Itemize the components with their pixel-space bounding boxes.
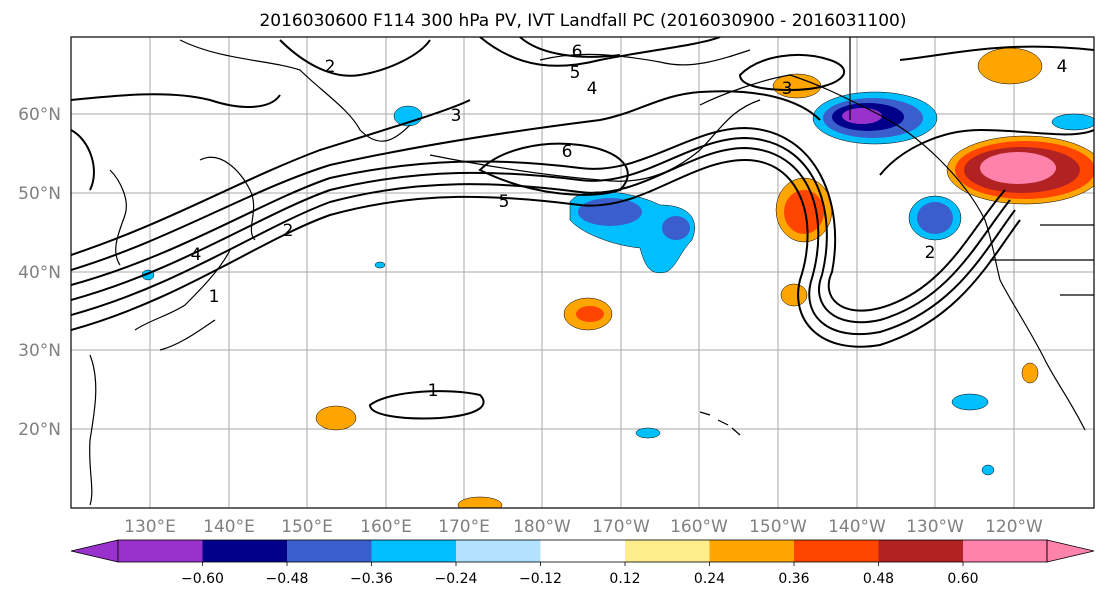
colorbar-tick-label: −0.12 [519, 571, 562, 587]
colorbar-segment [709, 540, 794, 562]
contour-labels: 6 5 4 3 6 5 4 2 1 2 1 3 2 4 [191, 42, 1068, 401]
contour-label: 1 [209, 287, 220, 307]
contour-label: 5 [570, 63, 581, 83]
lat-tick-label: 20°N [18, 420, 61, 440]
ivt-anomaly-fills [141, 47, 1094, 508]
colorbar-tick-label: −0.48 [266, 571, 309, 587]
contour-label: 4 [1057, 57, 1068, 77]
contour-label: 4 [587, 79, 598, 99]
colorbar: −0.60 −0.48 −0.36 −0.24 −0.12 0.12 0.24 … [70, 539, 1095, 587]
longitude-labels: 130°E 140°E 150°E 160°E 170°E 180°W 170°… [124, 517, 1043, 537]
lon-tick-label: 130°W [906, 517, 964, 537]
lon-tick-label: 120°W [985, 517, 1043, 537]
contour-label: 2 [325, 57, 336, 77]
contour-label: 6 [562, 142, 573, 162]
colorbar-segment [371, 540, 456, 562]
lon-tick-label: 160°E [360, 517, 412, 537]
coastlines [89, 37, 1094, 506]
lat-tick-label: 40°N [18, 263, 61, 283]
colorbar-tick-label: 0.12 [609, 571, 640, 587]
colorbar-segment [794, 540, 879, 562]
lon-tick-label: 150°W [749, 517, 807, 537]
lon-tick-label: 140°W [828, 517, 886, 537]
lat-tick-label: 50°N [18, 184, 61, 204]
lon-tick-label: 170°E [438, 517, 490, 537]
contour-label: 2 [925, 243, 936, 263]
lon-tick-label: 170°W [592, 517, 650, 537]
colorbar-segment [118, 540, 203, 562]
colorbar-tick-label: 0.36 [778, 571, 809, 587]
contour-label: 6 [572, 42, 583, 62]
contour-label: 4 [191, 245, 202, 265]
contour-label: 3 [451, 106, 462, 126]
plot-title: 2016030600 F114 300 hPa PV, IVT Landfall… [259, 11, 906, 31]
colorbar-segment [456, 540, 541, 562]
lon-tick-label: 180°W [513, 517, 571, 537]
colorbar-tick-label: 0.24 [694, 571, 725, 587]
colorbar-tick-label: −0.36 [350, 571, 393, 587]
map-panel: 6 5 4 3 6 5 4 2 1 2 1 3 2 4 [70, 36, 1095, 509]
colorbar-extend-high [1046, 539, 1095, 563]
contour-label: 2 [283, 221, 294, 241]
colorbar-segment [963, 540, 1047, 562]
colorbar-tick-label: 0.60 [947, 571, 978, 587]
colorbar-segment [878, 540, 963, 562]
latitude-labels: 60°N 50°N 40°N 30°N 20°N [18, 105, 61, 440]
colorbar-tick-label: −0.24 [435, 571, 478, 587]
contour-label: 5 [499, 192, 510, 212]
lon-tick-label: 130°E [124, 517, 176, 537]
colorbar-segment [202, 540, 287, 562]
colorbar-tick-label: 0.48 [863, 571, 894, 587]
contour-label: 3 [782, 79, 793, 99]
colorbar-segment [540, 540, 625, 562]
lon-tick-label: 150°E [281, 517, 333, 537]
colorbar-segment [625, 540, 710, 562]
pv-contours [71, 37, 1094, 420]
lon-tick-label: 140°E [203, 517, 255, 537]
lat-tick-label: 30°N [18, 341, 61, 361]
colorbar-segment [287, 540, 372, 562]
colorbar-tick-label: −0.60 [181, 571, 224, 587]
lon-tick-label: 160°W [670, 517, 728, 537]
contour-label: 1 [428, 381, 439, 401]
colorbar-extend-low [70, 539, 119, 563]
lat-tick-label: 60°N [18, 105, 61, 125]
